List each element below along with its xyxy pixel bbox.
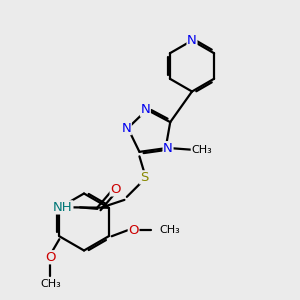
- Text: O: O: [110, 183, 121, 196]
- Text: O: O: [45, 251, 56, 264]
- Text: CH₃: CH₃: [40, 279, 61, 289]
- Text: N: N: [122, 122, 131, 135]
- Text: CH₃: CH₃: [160, 225, 180, 235]
- Text: N: N: [140, 103, 150, 116]
- Text: N: N: [187, 34, 197, 47]
- Text: O: O: [128, 224, 139, 237]
- Text: NH: NH: [53, 201, 73, 214]
- Text: CH₃: CH₃: [191, 145, 212, 155]
- Text: S: S: [140, 171, 148, 184]
- Text: N: N: [163, 142, 173, 155]
